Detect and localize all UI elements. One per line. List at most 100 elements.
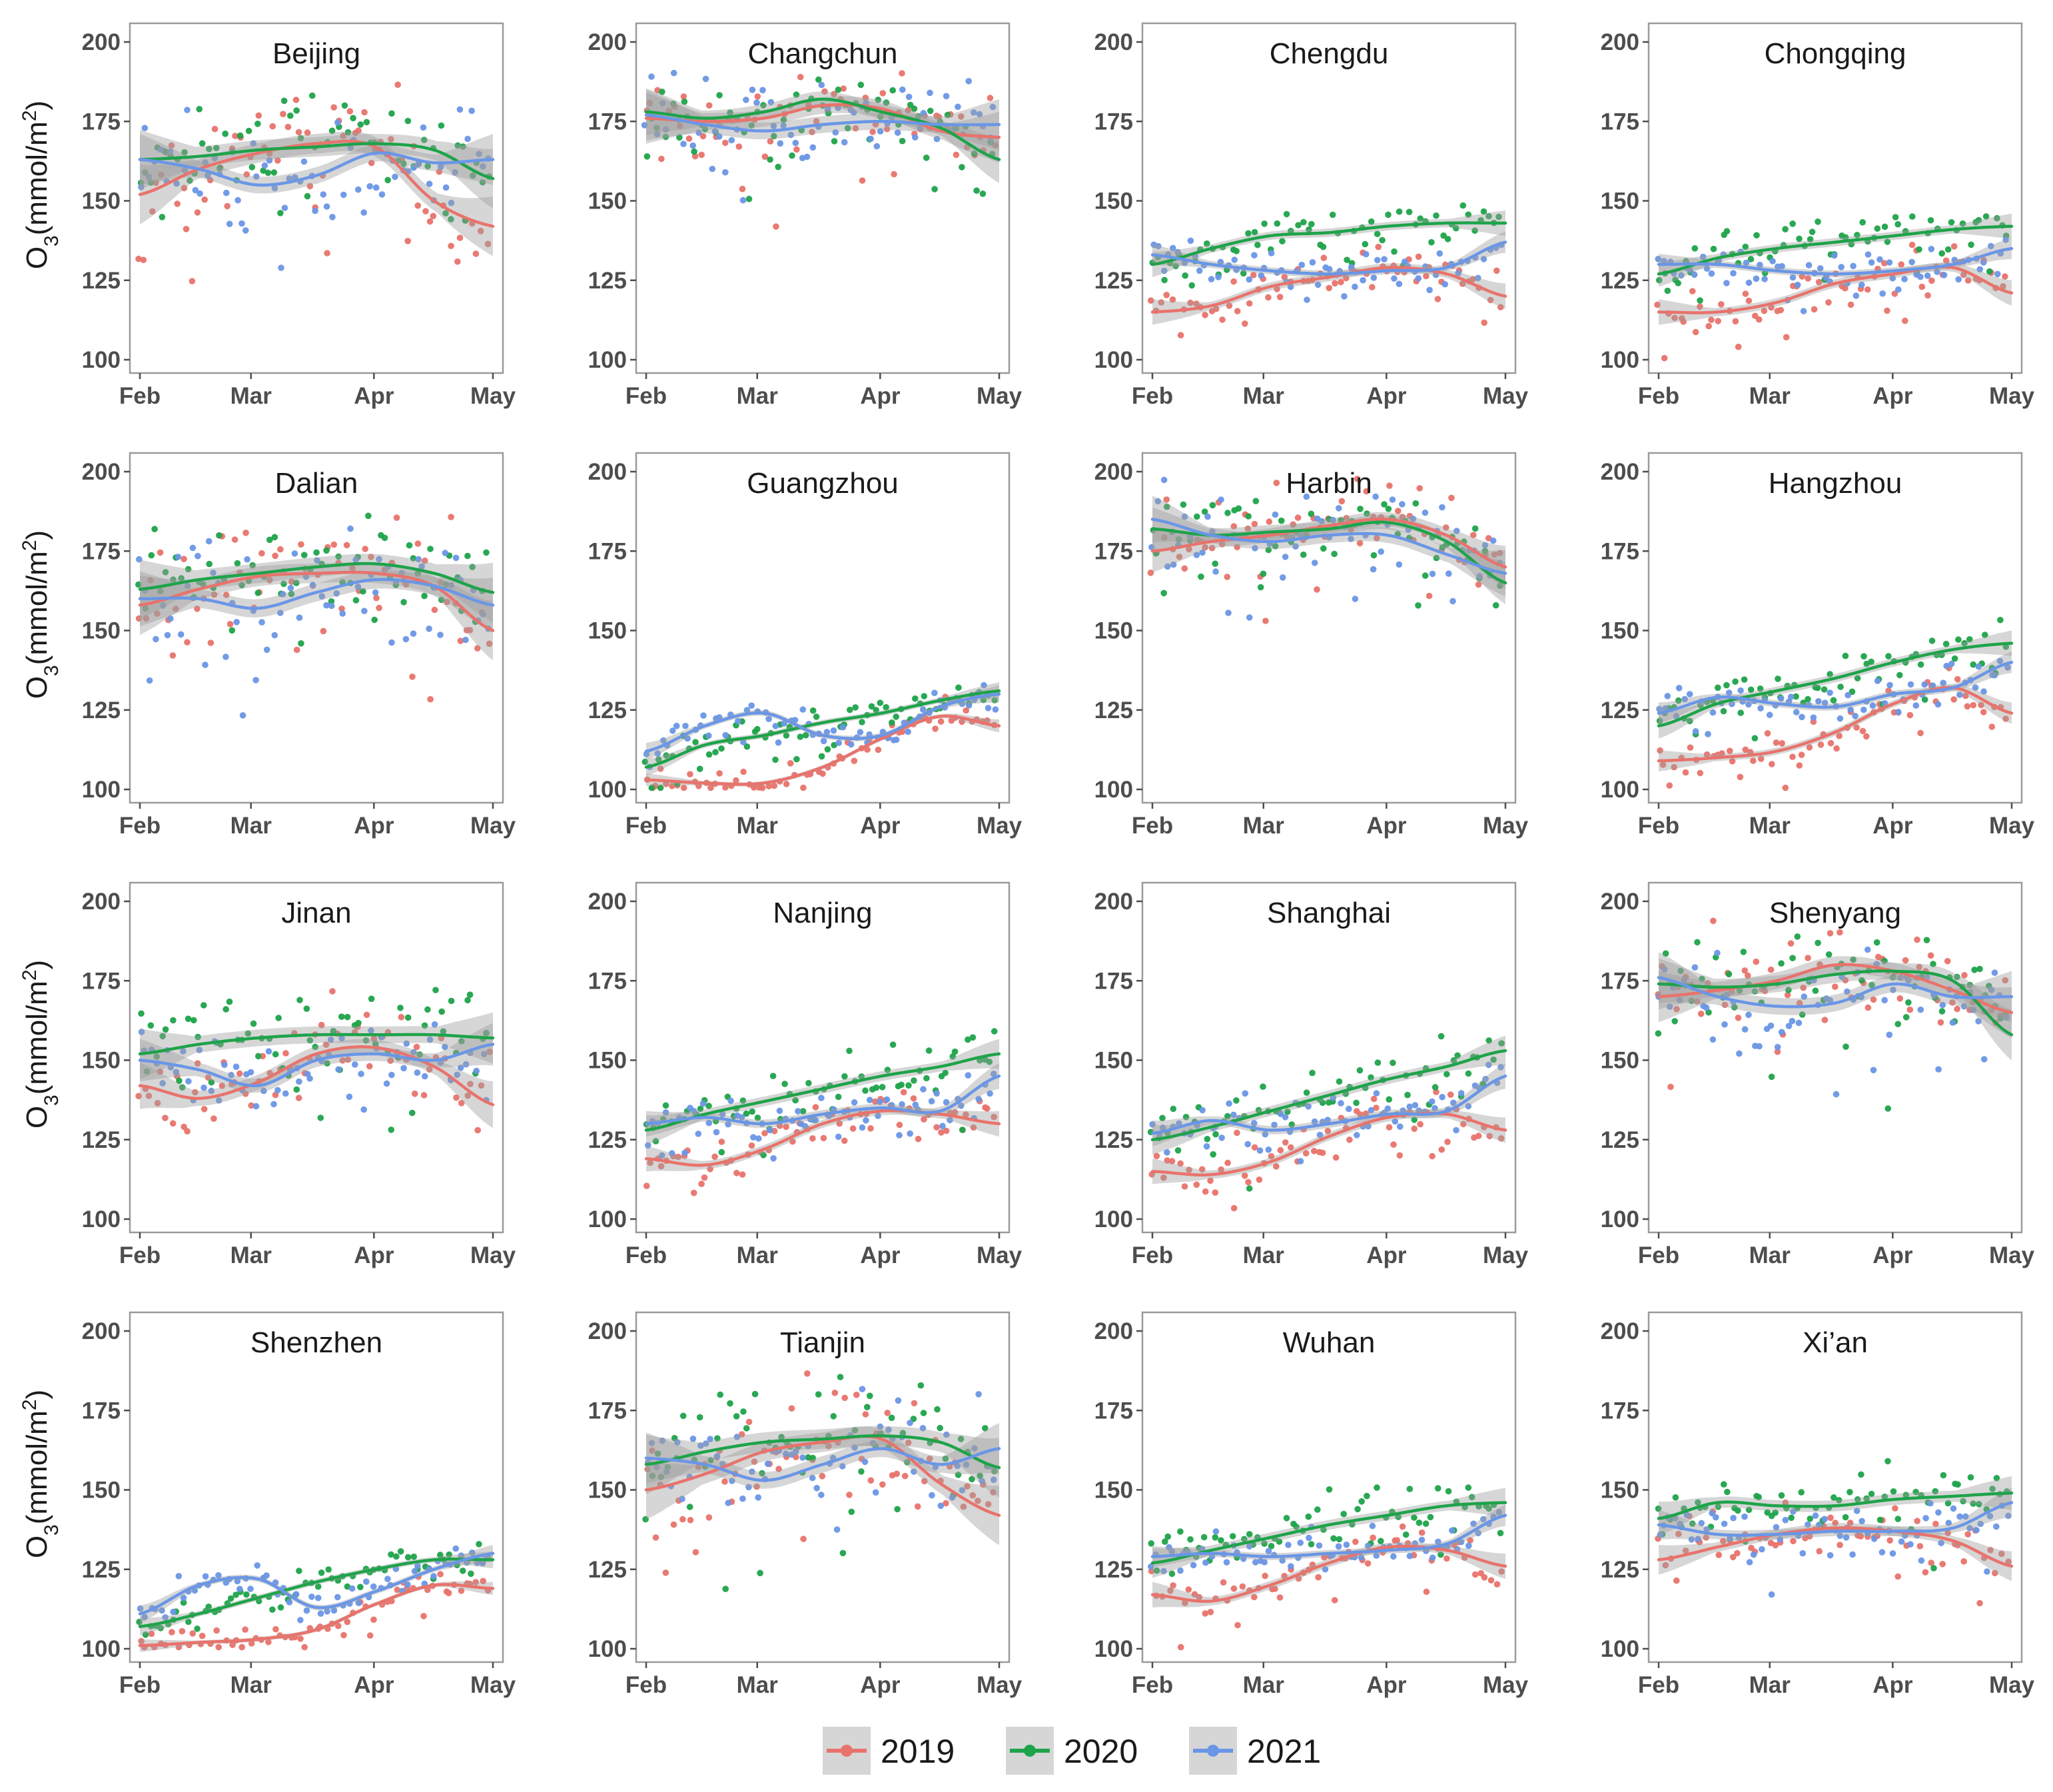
point-2020 (1326, 1486, 1333, 1493)
point-2021 (1304, 296, 1310, 303)
point-2021 (442, 550, 449, 556)
point-2021 (919, 1425, 927, 1432)
point-2019 (242, 530, 249, 536)
point-2019 (1287, 1144, 1294, 1151)
point-2020 (1842, 1514, 1849, 1521)
point-2020 (973, 187, 980, 194)
point-2020 (157, 1625, 164, 1631)
point-2020 (388, 110, 395, 117)
point-2019 (1764, 730, 1771, 737)
point-2020 (1755, 1494, 1762, 1501)
point-2020 (368, 995, 375, 1003)
point-2019 (143, 615, 150, 622)
point-2020 (1428, 238, 1435, 246)
point-2019 (210, 1115, 217, 1122)
point-2019 (771, 782, 778, 789)
point-2019 (1783, 334, 1790, 341)
point-2021 (448, 582, 455, 589)
point-2021 (1962, 1513, 1969, 1520)
point-2020 (977, 1472, 983, 1480)
point-2019 (1276, 1594, 1284, 1601)
trend-lines (138, 139, 495, 228)
y-tick-label: 175 (1094, 1398, 1133, 1424)
point-2021 (929, 1492, 935, 1499)
y-tick-label: 100 (1094, 1206, 1133, 1232)
point-2021 (474, 1560, 481, 1566)
point-2021 (866, 1097, 873, 1103)
point-2020 (1976, 1501, 1982, 1508)
point-2019 (1331, 1597, 1338, 1603)
point-2020 (296, 1568, 302, 1574)
point-2020 (414, 570, 421, 577)
y-axis-label: O3(mmol/m2) (19, 530, 63, 699)
point-2020 (1932, 1488, 1938, 1495)
point-2021 (772, 723, 779, 729)
point-2019 (812, 1104, 819, 1111)
point-2019 (905, 107, 911, 114)
point-2021 (1455, 270, 1461, 277)
point-2020 (1272, 543, 1279, 550)
points-shanghai (1147, 1033, 1505, 1212)
point-2019 (324, 250, 330, 256)
y-tick-label: 150 (1601, 189, 1639, 215)
point-2020 (1362, 240, 1369, 248)
point-2021 (457, 1065, 464, 1071)
point-2020 (760, 1152, 767, 1158)
point-2019 (1988, 1007, 1995, 1014)
point-2019 (158, 171, 165, 179)
y-tick-label: 175 (588, 538, 627, 564)
point-2019 (1662, 1562, 1669, 1569)
point-2020 (328, 127, 336, 135)
ci-band-2021 (646, 89, 999, 151)
point-2021 (1917, 273, 1924, 280)
point-2020 (1306, 226, 1312, 233)
point-2020 (216, 165, 223, 172)
point-2020 (769, 1073, 777, 1079)
point-2021 (867, 135, 874, 143)
point-2021 (1879, 290, 1886, 297)
y-tick-label: 125 (1094, 697, 1133, 723)
point-2020 (388, 1551, 394, 1558)
point-2021 (292, 1591, 300, 1597)
x-tick-label: Apr (354, 813, 394, 839)
point-2019 (1234, 308, 1241, 314)
point-2019 (1230, 1204, 1238, 1212)
point-2019 (1212, 305, 1220, 312)
point-2021 (749, 87, 756, 93)
y-tick-label: 125 (1094, 1557, 1133, 1583)
point-2021 (1695, 1536, 1701, 1542)
point-2021 (145, 173, 153, 181)
point-2019 (690, 1189, 697, 1196)
point-2020 (1497, 1530, 1504, 1537)
point-2020 (1209, 502, 1216, 509)
point-2020 (421, 592, 428, 600)
point-2019 (1675, 1530, 1682, 1538)
point-2019 (1962, 692, 1969, 699)
point-2019 (1186, 1166, 1192, 1173)
point-2019 (135, 255, 142, 262)
point-2020 (1329, 211, 1336, 219)
point-2021 (1922, 1515, 1929, 1522)
point-2021 (985, 705, 992, 711)
point-2021 (1282, 1114, 1289, 1120)
point-2019 (1272, 1585, 1278, 1592)
point-2019 (1332, 1154, 1340, 1161)
point-2020 (234, 560, 241, 567)
point-2020 (1177, 1528, 1184, 1535)
point-2021 (480, 1051, 488, 1057)
point-2020 (1715, 1504, 1722, 1510)
point-2020 (1778, 960, 1785, 967)
point-2019 (1827, 930, 1834, 937)
point-2020 (199, 140, 206, 147)
point-2020 (980, 696, 987, 703)
point-2020 (1772, 1509, 1779, 1516)
point-2020 (691, 148, 697, 155)
point-2019 (2002, 715, 2009, 722)
point-2021 (1384, 1105, 1392, 1112)
point-2019 (1319, 1149, 1326, 1156)
trend-line-2020 (644, 97, 1001, 161)
point-2020 (1809, 228, 1816, 235)
point-2020 (143, 1068, 151, 1075)
point-2020 (363, 119, 370, 126)
